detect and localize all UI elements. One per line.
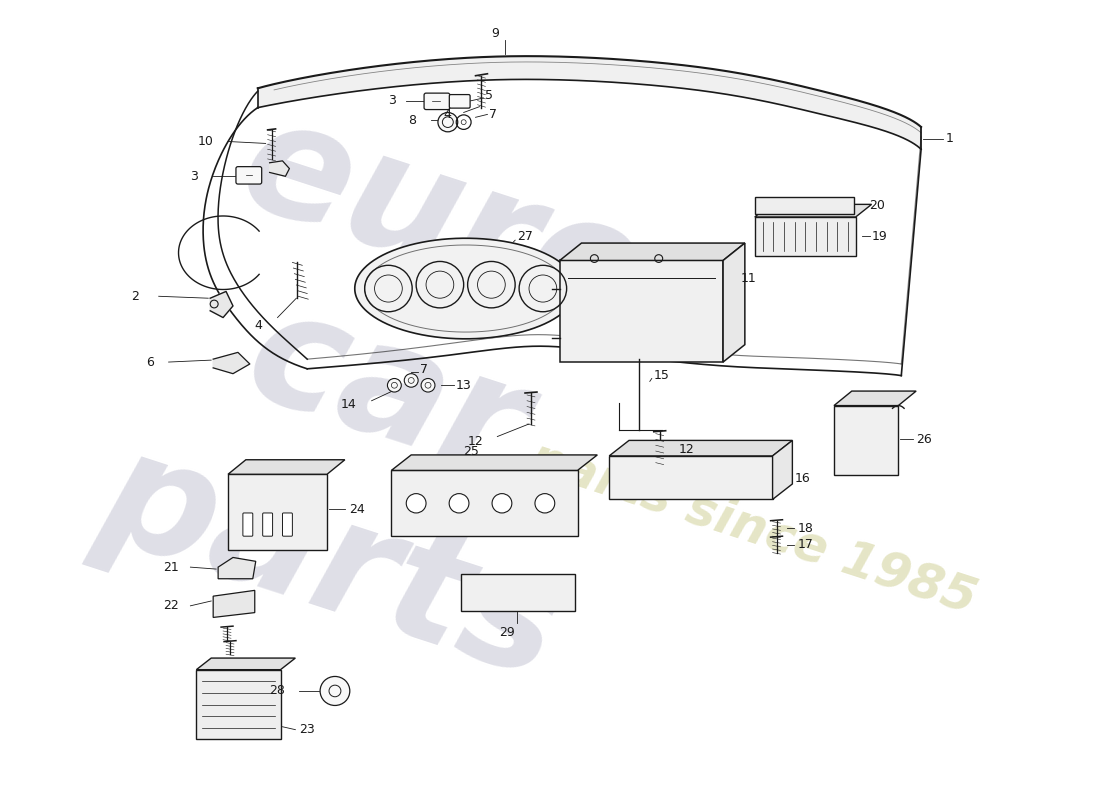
Text: 14: 14 [341, 398, 356, 411]
Text: 6: 6 [146, 355, 154, 369]
Text: 28: 28 [270, 685, 286, 698]
Polygon shape [210, 291, 233, 318]
Polygon shape [755, 217, 856, 256]
Text: 21: 21 [163, 561, 178, 574]
Polygon shape [270, 161, 289, 176]
Polygon shape [723, 243, 745, 362]
FancyBboxPatch shape [263, 513, 273, 536]
Text: 12: 12 [468, 435, 484, 448]
Polygon shape [609, 441, 792, 456]
Polygon shape [228, 460, 345, 474]
Text: 23: 23 [299, 723, 315, 736]
Circle shape [387, 378, 402, 392]
Circle shape [535, 494, 554, 513]
Text: 16: 16 [794, 472, 810, 485]
Text: 25: 25 [463, 445, 478, 458]
Circle shape [406, 494, 426, 513]
Text: 4: 4 [255, 318, 263, 332]
Text: 3: 3 [190, 170, 198, 183]
Text: 22: 22 [163, 599, 178, 612]
Polygon shape [213, 590, 255, 618]
Polygon shape [834, 391, 916, 406]
Text: parts since 1985: parts since 1985 [522, 434, 982, 623]
Text: 7: 7 [420, 363, 428, 376]
Text: 3: 3 [388, 94, 396, 107]
FancyBboxPatch shape [425, 93, 450, 110]
FancyBboxPatch shape [243, 513, 253, 536]
Text: 24: 24 [349, 502, 364, 515]
FancyBboxPatch shape [235, 166, 262, 184]
Polygon shape [609, 456, 772, 499]
Text: 15: 15 [653, 369, 670, 382]
Polygon shape [755, 197, 854, 214]
Text: 26: 26 [916, 433, 932, 446]
Text: euro
car
parts: euro car parts [82, 76, 691, 710]
Polygon shape [228, 474, 327, 550]
Text: 1: 1 [946, 132, 954, 145]
Circle shape [320, 677, 350, 706]
Polygon shape [834, 406, 899, 475]
Text: 7: 7 [490, 108, 497, 121]
Text: 4: 4 [443, 108, 451, 121]
Polygon shape [755, 204, 871, 217]
Polygon shape [257, 56, 921, 150]
FancyBboxPatch shape [283, 513, 293, 536]
Polygon shape [560, 261, 723, 362]
Polygon shape [196, 658, 296, 670]
Text: 19: 19 [871, 230, 888, 242]
Polygon shape [772, 441, 792, 499]
Circle shape [449, 494, 469, 513]
Text: 27: 27 [517, 230, 534, 242]
Polygon shape [461, 574, 574, 610]
Text: 17: 17 [798, 538, 813, 551]
Text: 10: 10 [197, 135, 213, 148]
Text: 13: 13 [455, 378, 472, 392]
FancyBboxPatch shape [449, 94, 470, 108]
Text: 2: 2 [131, 290, 139, 302]
Text: 29: 29 [499, 626, 515, 639]
Text: 9: 9 [492, 26, 499, 40]
Polygon shape [392, 470, 578, 536]
Text: 5: 5 [485, 89, 494, 102]
Circle shape [421, 378, 434, 392]
Polygon shape [392, 455, 597, 470]
Text: 8: 8 [408, 114, 416, 126]
Text: 12: 12 [679, 442, 694, 456]
Polygon shape [196, 670, 280, 739]
Polygon shape [218, 558, 256, 578]
Circle shape [492, 494, 512, 513]
Text: 11: 11 [741, 272, 757, 286]
Polygon shape [355, 238, 576, 339]
Circle shape [405, 374, 418, 387]
Polygon shape [213, 352, 250, 374]
Text: 18: 18 [798, 522, 813, 535]
Circle shape [438, 113, 458, 132]
Text: 20: 20 [870, 199, 886, 212]
Polygon shape [560, 243, 745, 261]
